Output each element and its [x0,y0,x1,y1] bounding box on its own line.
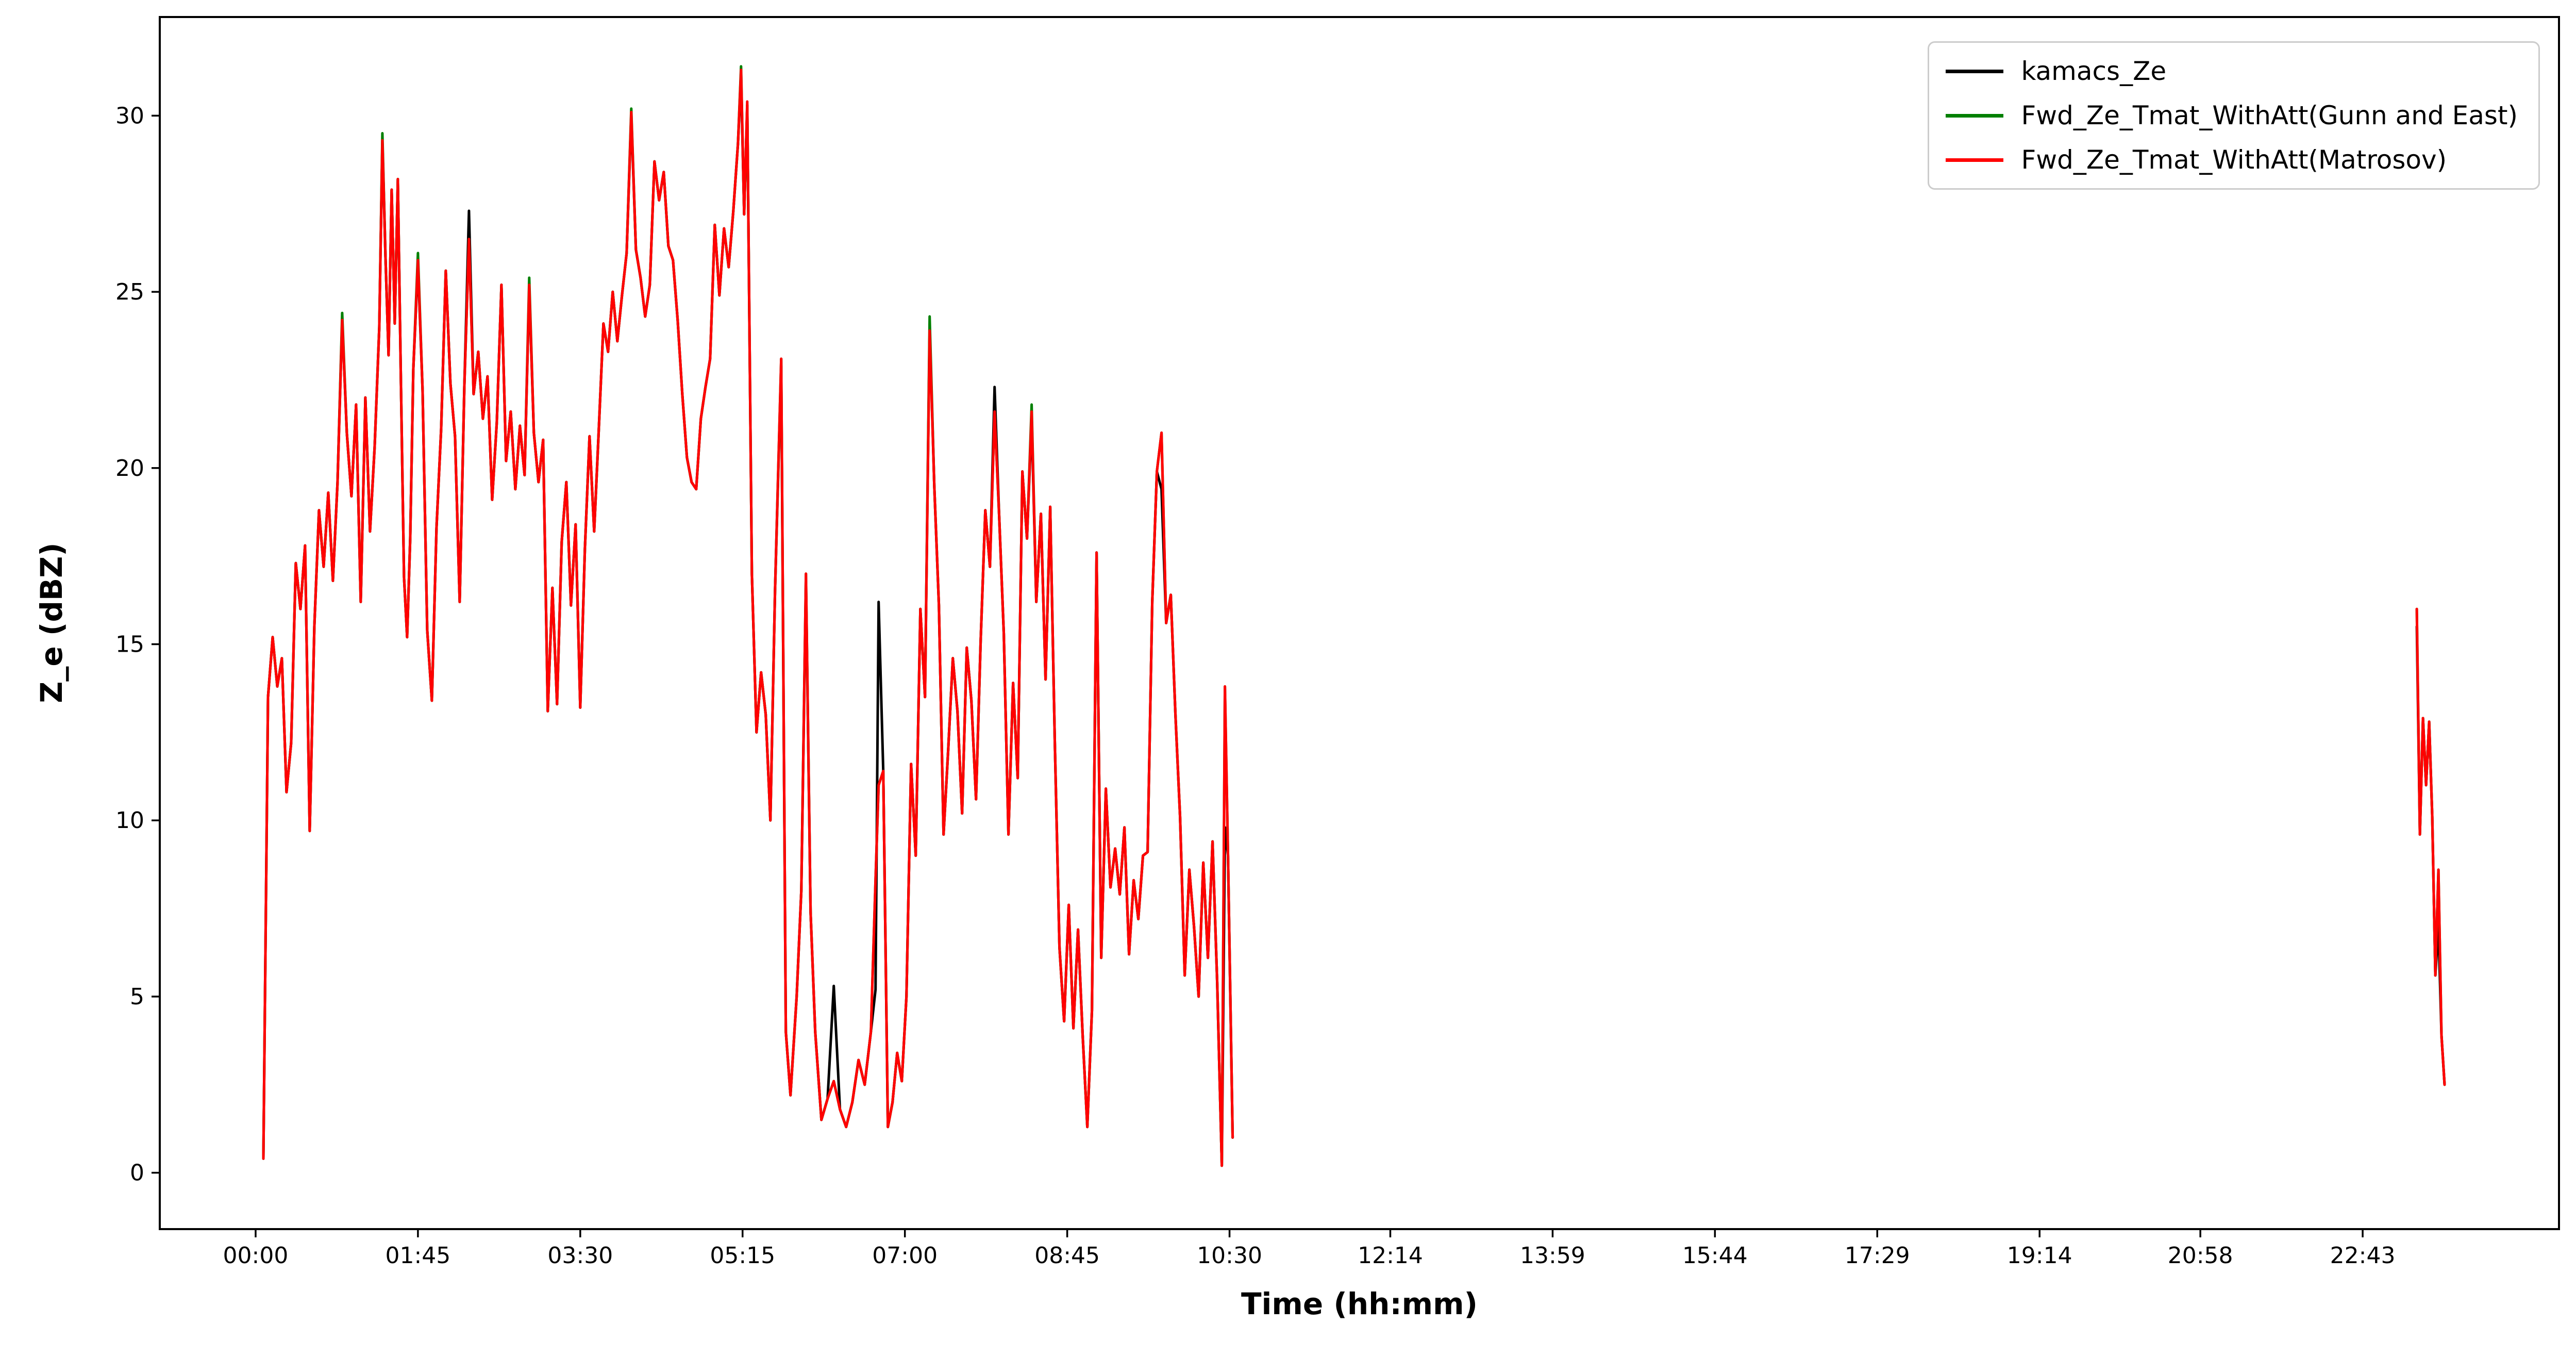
x-axis-tick-label: 15:44 [1682,1243,1748,1269]
legend-label: Fwd_Ze_Tmat_WithAtt(Gunn and East) [2021,101,2518,130]
legend-label: Fwd_Ze_Tmat_WithAtt(Matrosov) [2021,145,2447,175]
y-axis-tick-label: 20 [115,455,144,482]
y-axis-label: Z_e (dBZ) [34,542,69,703]
x-axis-tick-label: 07:00 [872,1243,938,1269]
legend-item-kamacs-ze: kamacs_Ze [1946,56,2518,86]
x-axis-tick-label: 22:43 [2330,1243,2396,1269]
axes-spines [159,16,2560,1230]
x-axis-tick-label: 12:14 [1358,1243,1423,1269]
legend-item-fwd-ze-matrosov: Fwd_Ze_Tmat_WithAtt(Matrosov) [1946,145,2518,175]
x-axis-tick-label: 10:30 [1197,1243,1262,1269]
legend-line-swatch-green [1946,113,2004,118]
y-axis-tick-label: 15 [115,632,144,658]
x-axis-label: Time (hh:mm) [1241,1286,1478,1321]
x-axis-tick-label: 19:14 [2007,1243,2072,1269]
y-axis-tick-label: 5 [130,984,144,1010]
y-axis-tick-label: 25 [115,279,144,305]
y-axis-tick-label: 0 [130,1160,144,1186]
series-line-kamacs-ze [262,75,2446,1167]
x-axis-tick-label: 20:58 [2168,1243,2233,1269]
x-axis-tick-label: 08:45 [1034,1243,1100,1269]
legend: kamacs_Ze Fwd_Ze_Tmat_WithAtt(Gunn and E… [1928,41,2540,190]
series-line-fwd-ze-gunn-east [262,65,2446,1167]
legend-line-swatch-red [1946,158,2004,162]
y-axis-tick-label: 10 [115,807,144,834]
x-axis-tick-label: 17:29 [1845,1243,1910,1269]
y-axis-tick-label: 30 [115,103,144,129]
series-line-fwd-ze-matrosov [262,69,2446,1167]
x-axis-tick-label: 00:00 [223,1243,289,1269]
x-axis-tick-label: 13:59 [1520,1243,1585,1269]
x-axis-tick-label: 03:30 [547,1243,613,1269]
legend-label: kamacs_Ze [2021,56,2167,86]
x-axis-tick-label: 01:45 [385,1243,450,1269]
legend-line-swatch-black [1946,69,2004,73]
legend-item-fwd-ze-gunn-east: Fwd_Ze_Tmat_WithAtt(Gunn and East) [1946,101,2518,130]
x-axis-tick-label: 05:15 [710,1243,775,1269]
